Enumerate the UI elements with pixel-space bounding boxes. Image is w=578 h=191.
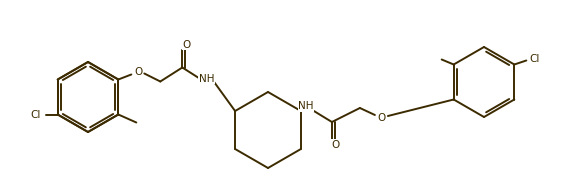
Text: O: O [134, 66, 142, 77]
Text: O: O [378, 113, 386, 123]
Text: NH: NH [199, 74, 214, 83]
Text: NH: NH [298, 101, 314, 111]
Text: O: O [182, 40, 190, 49]
Text: Cl: Cl [529, 53, 539, 63]
Text: Cl: Cl [31, 109, 41, 120]
Text: O: O [332, 140, 340, 150]
